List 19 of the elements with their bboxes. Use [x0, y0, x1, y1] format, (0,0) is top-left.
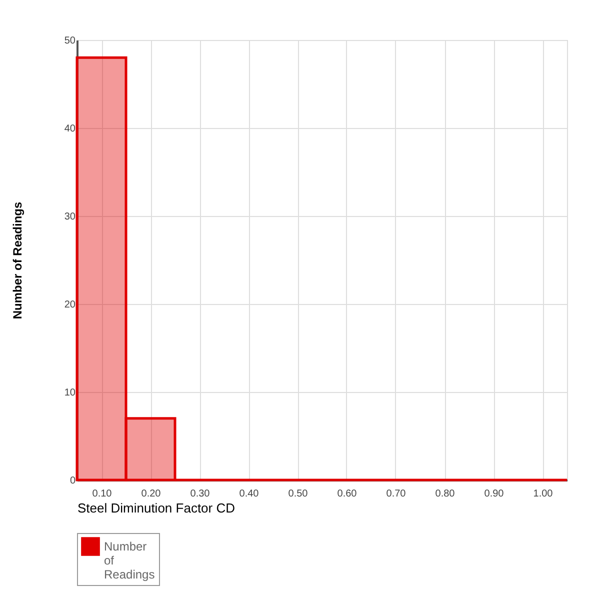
y-tick-label: 0: [70, 476, 76, 486]
y-tick-label: 20: [64, 300, 76, 310]
x-axis-title: Steel Diminution Factor CD: [78, 500, 235, 516]
legend-label: Number of Readings: [104, 540, 155, 582]
x-tick-label: 0.50: [288, 488, 308, 500]
x-tick-label: 0.30: [190, 488, 210, 500]
y-axis-title: Number of Readings: [10, 202, 24, 320]
y-tick-label: 10: [64, 388, 76, 398]
y-tick-label: 50: [64, 36, 76, 46]
x-tick-label: 0.20: [141, 488, 162, 500]
y-tick-label: 40: [64, 124, 76, 134]
x-tick-label: 0.70: [386, 488, 406, 500]
x-tick-label: 0.60: [337, 488, 358, 500]
x-tick-label: 0.90: [484, 488, 504, 500]
x-tick-label: 0.40: [239, 488, 260, 500]
y-tick-label: 30: [64, 212, 76, 222]
x-tick-label: 0.10: [92, 488, 112, 500]
x-tick-label: 0.80: [435, 488, 456, 500]
x-tick-label: 1.00: [533, 488, 554, 500]
